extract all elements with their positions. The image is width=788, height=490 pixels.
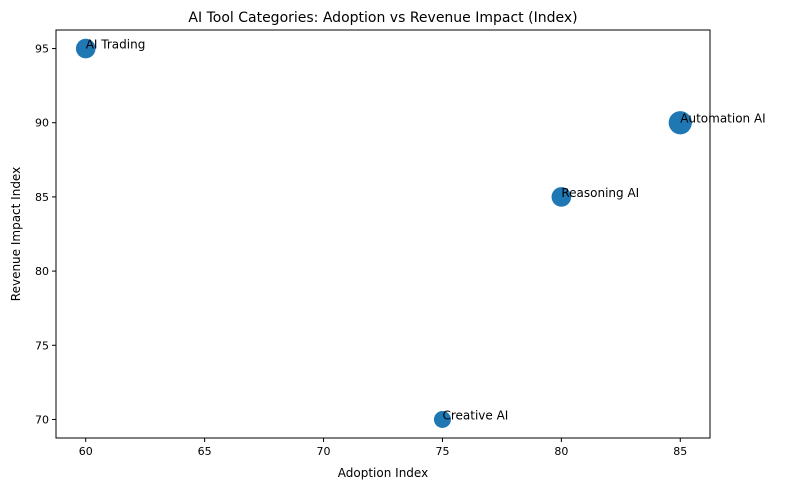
y-tick-label: 90 — [35, 117, 49, 130]
point-label: Reasoning AI — [561, 186, 639, 200]
x-tick-label: 80 — [554, 445, 568, 458]
y-tick-label: 85 — [35, 191, 49, 204]
point-label: Creative AI — [442, 408, 508, 422]
x-tick-label: 85 — [673, 445, 687, 458]
bubble — [551, 187, 572, 207]
bubble — [75, 38, 96, 59]
y-tick-label: 95 — [35, 43, 49, 56]
plot-frame — [55, 29, 711, 439]
y-tick-label: 75 — [35, 339, 49, 352]
bubble — [668, 111, 692, 135]
x-axis-label: Adoption Index — [338, 466, 428, 480]
bubble — [433, 410, 451, 428]
point-label: Automation AI — [680, 112, 765, 126]
x-tick-label: 75 — [435, 445, 449, 458]
y-tick-label: 80 — [35, 265, 49, 278]
point-label: AI Trading — [86, 38, 146, 52]
y-axis-label: Revenue Impact Index — [9, 167, 23, 301]
y-tick-label: 70 — [35, 413, 49, 426]
x-tick-label: 60 — [79, 445, 93, 458]
x-tick-label: 65 — [198, 445, 212, 458]
chart-title: AI Tool Categories: Adoption vs Revenue … — [188, 10, 577, 26]
x-tick-label: 70 — [317, 445, 331, 458]
